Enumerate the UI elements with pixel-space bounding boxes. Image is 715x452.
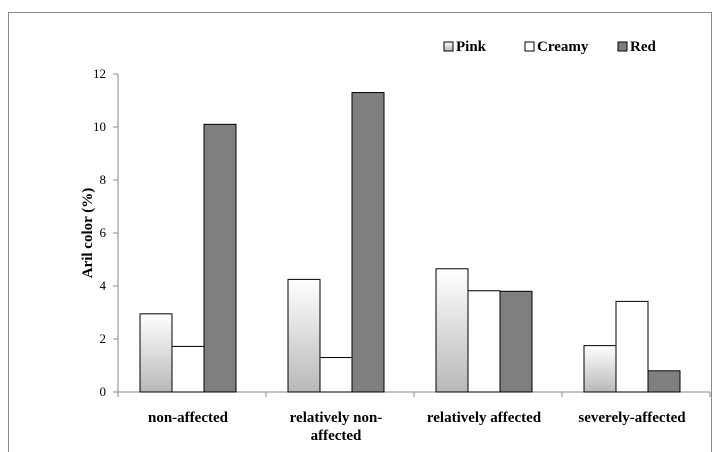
bar-red-3: [647, 370, 681, 393]
y-tick-label: 8: [100, 172, 107, 187]
legend-swatch-pink: [443, 41, 454, 52]
y-tick-label: 4: [100, 278, 107, 293]
y-tick-label: 2: [100, 331, 107, 346]
x-category-label: affected: [311, 428, 362, 444]
axes: 0 2 4 6 8 10 12 Aril color (%) non-affected relat…: [80, 66, 711, 444]
y-tick-label: 0: [100, 384, 107, 399]
y-tick-label: 12: [93, 66, 106, 81]
y-axis-title: Aril color (%): [80, 188, 96, 279]
bar-pink-0: [139, 313, 173, 393]
bar-creamy-0: [171, 345, 205, 393]
bar-pink-2: [435, 268, 469, 393]
x-category-label: relatively non-: [290, 410, 383, 426]
x-category-label: non-affected: [148, 410, 229, 426]
bar-red-1: [351, 92, 385, 393]
bar-red-0: [203, 123, 237, 393]
bar-pink-1: [287, 278, 321, 393]
legend-swatch-creamy: [524, 41, 535, 52]
bar-creamy-2: [467, 290, 501, 393]
chart-frame: [8, 12, 712, 452]
y-tick-label: 10: [93, 119, 106, 134]
bars: [139, 92, 681, 393]
legend-label-pink: Pink: [456, 39, 487, 55]
bar-pink-3: [583, 345, 617, 393]
x-category-label: relatively affected: [427, 410, 542, 426]
y-tick-label: 6: [100, 225, 107, 240]
legend-label-creamy: Creamy: [537, 39, 589, 55]
bar-creamy-3: [615, 300, 649, 393]
x-category-label: severely-affected: [578, 410, 686, 426]
bar-creamy-1: [319, 357, 353, 393]
bar-red-2: [499, 290, 533, 393]
legend: Pink Creamy Red: [443, 39, 656, 55]
legend-swatch-red: [617, 41, 628, 52]
legend-label-red: Red: [630, 39, 656, 55]
